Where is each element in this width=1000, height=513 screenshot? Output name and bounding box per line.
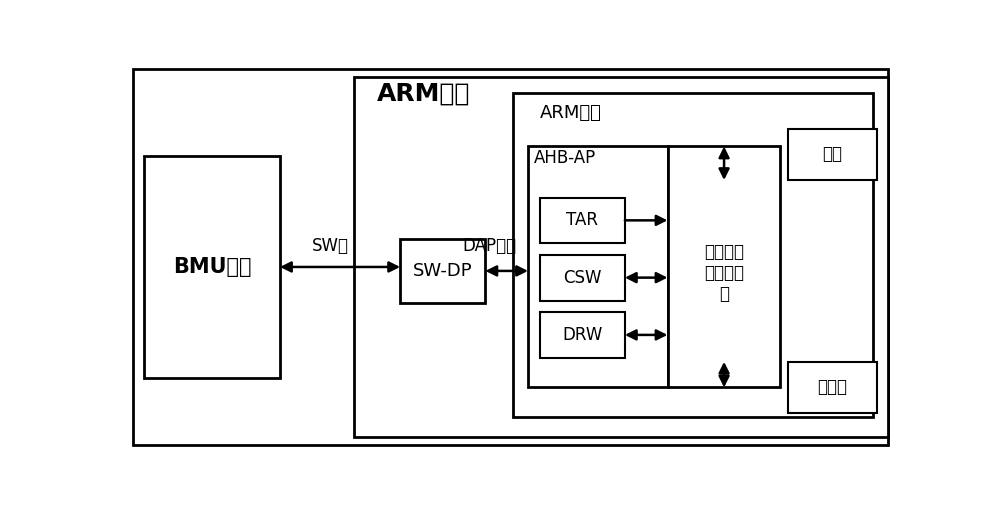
Bar <box>540 312 625 358</box>
Text: 存储器: 存储器 <box>818 379 848 397</box>
Bar <box>144 156 280 378</box>
Bar <box>354 77 888 437</box>
Bar <box>512 93 873 417</box>
Bar <box>788 129 877 180</box>
Text: SW-DP: SW-DP <box>413 262 473 280</box>
Text: DRW: DRW <box>562 326 602 344</box>
Text: 高性能内
部互联总
线: 高性能内 部互联总 线 <box>704 243 744 303</box>
Text: TAR: TAR <box>566 211 598 229</box>
Text: ARM设备: ARM设备 <box>377 81 470 105</box>
Text: CSW: CSW <box>563 269 602 287</box>
Bar <box>400 239 485 303</box>
Text: 内核: 内核 <box>823 145 843 163</box>
Text: ARM芯片: ARM芯片 <box>540 104 602 122</box>
Text: DAP总线: DAP总线 <box>462 237 516 255</box>
Bar <box>540 255 625 301</box>
Bar <box>528 147 668 387</box>
Bar <box>788 362 877 413</box>
Text: BMU扣板: BMU扣板 <box>173 257 252 277</box>
Text: SW线: SW线 <box>312 237 349 255</box>
Text: AHB-AP: AHB-AP <box>534 149 596 167</box>
Bar <box>668 147 780 387</box>
Bar <box>540 198 625 243</box>
